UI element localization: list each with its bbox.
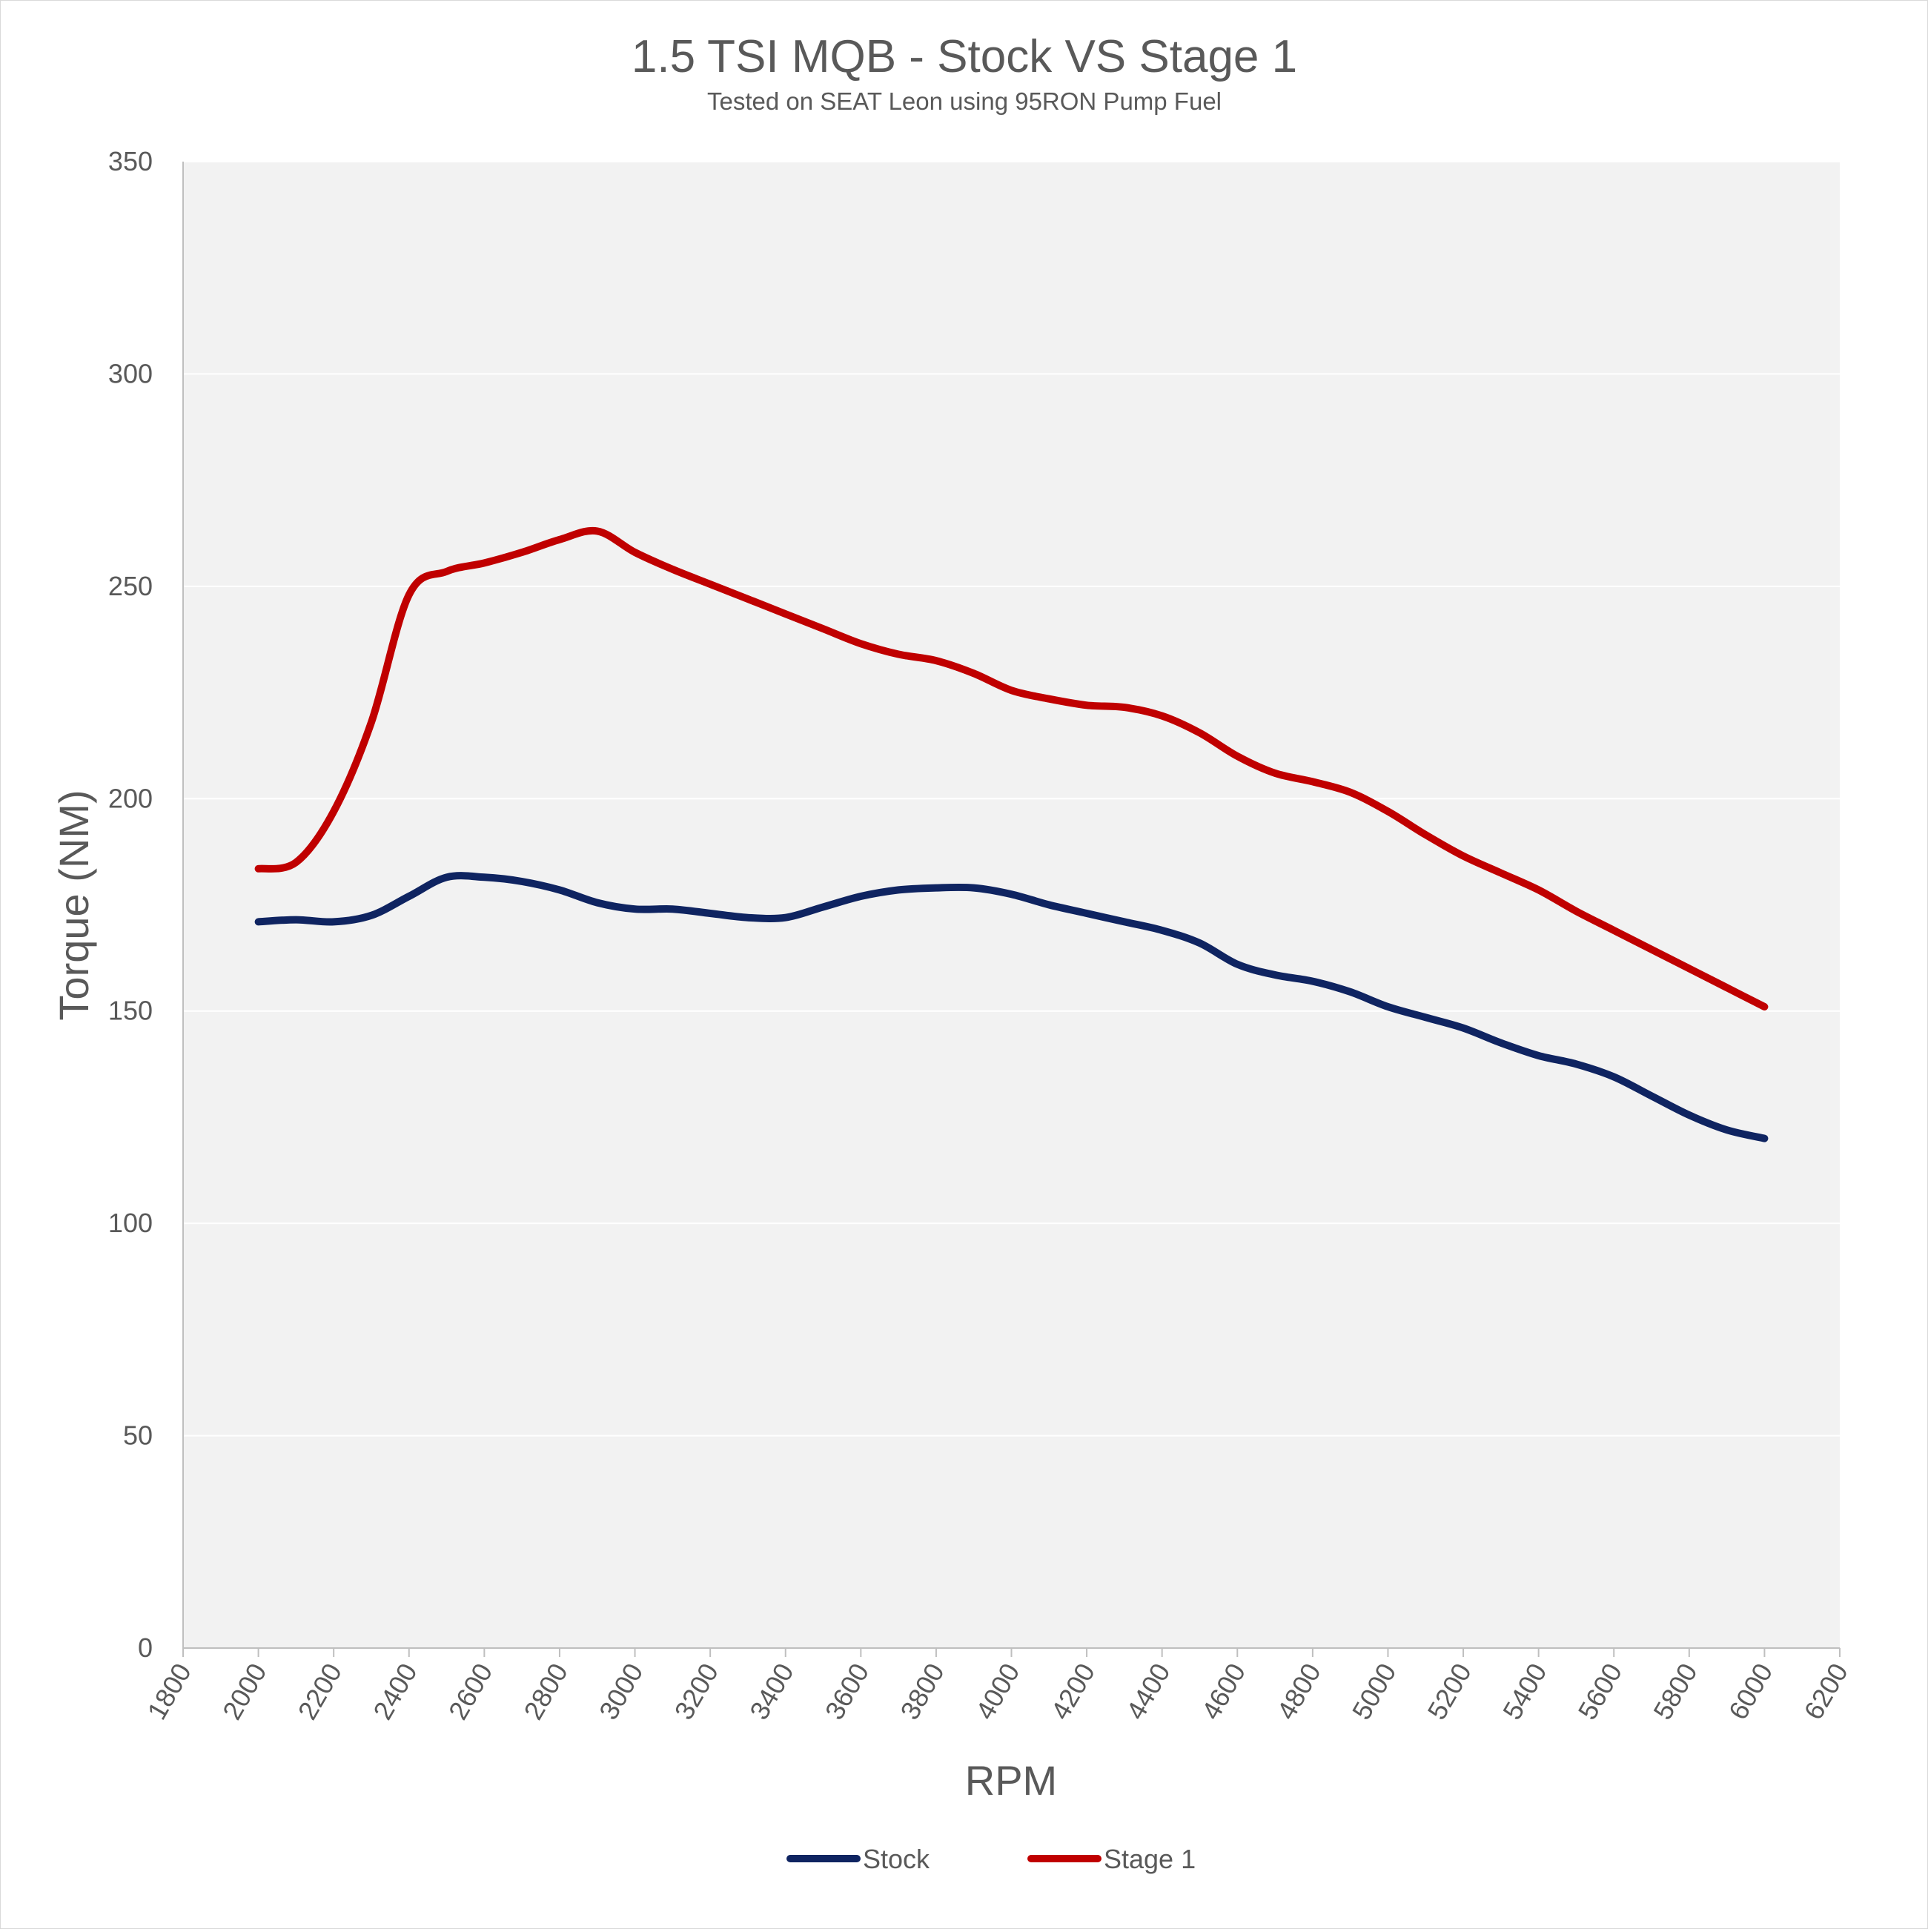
- x-tick-label: 6200: [1798, 1658, 1854, 1725]
- y-tick-label: 100: [108, 1208, 153, 1238]
- y-tick-label: 150: [108, 996, 153, 1026]
- x-tick-label: 4800: [1271, 1658, 1327, 1725]
- x-tick-label: 3400: [743, 1658, 800, 1725]
- x-tick-label: 6000: [1723, 1658, 1779, 1725]
- series-line-stock: [254, 872, 1769, 1142]
- y-tick-label: 200: [108, 783, 153, 813]
- x-tick-label: 5800: [1647, 1658, 1703, 1725]
- y-tick-label: 0: [138, 1632, 153, 1663]
- x-tick-label: 5600: [1572, 1658, 1629, 1725]
- y-tick-label: 350: [108, 146, 153, 176]
- x-tick-label: 2200: [292, 1658, 348, 1725]
- legend-label-stage-1: Stage 1: [1104, 1844, 1196, 1874]
- x-tick-label: 5200: [1421, 1658, 1477, 1725]
- x-tick-label: 2600: [443, 1658, 499, 1725]
- x-tick-label: 3600: [819, 1658, 875, 1725]
- legend: Stock Stage 1: [786, 1844, 1196, 1874]
- plot-area: [183, 162, 1840, 1648]
- y-axis-title: Torque (NM): [50, 790, 97, 1020]
- x-tick-label: 1800: [141, 1658, 197, 1725]
- x-tick-label: 4400: [1120, 1658, 1176, 1725]
- y-tick-label: 50: [123, 1420, 153, 1451]
- chart-title: 1.5 TSI MQB - Stock VS Stage 1: [632, 31, 1297, 82]
- x-tick-label: 5400: [1497, 1658, 1553, 1725]
- legend-label-stock: Stock: [863, 1844, 930, 1874]
- x-tick-label: 2800: [517, 1658, 574, 1725]
- x-tick-label: 3800: [894, 1658, 950, 1725]
- chart-subtitle: Tested on SEAT Leon using 95RON Pump Fue…: [707, 87, 1222, 115]
- x-tick-label: 4600: [1196, 1658, 1252, 1725]
- x-tick-label: 3000: [593, 1658, 649, 1725]
- x-tick-label: 2400: [367, 1658, 423, 1725]
- series-line-stage-1: [254, 526, 1769, 1010]
- x-tick-label: 3200: [669, 1658, 725, 1725]
- x-axis-title: RPM: [965, 1757, 1057, 1804]
- x-tick-label: 2000: [216, 1658, 273, 1725]
- y-tick-label: 300: [108, 358, 153, 388]
- x-tick-label: 4200: [1044, 1658, 1101, 1725]
- x-tick-label: 4000: [970, 1658, 1026, 1725]
- x-tick-label: 5000: [1346, 1658, 1402, 1725]
- y-tick-label: 250: [108, 571, 153, 601]
